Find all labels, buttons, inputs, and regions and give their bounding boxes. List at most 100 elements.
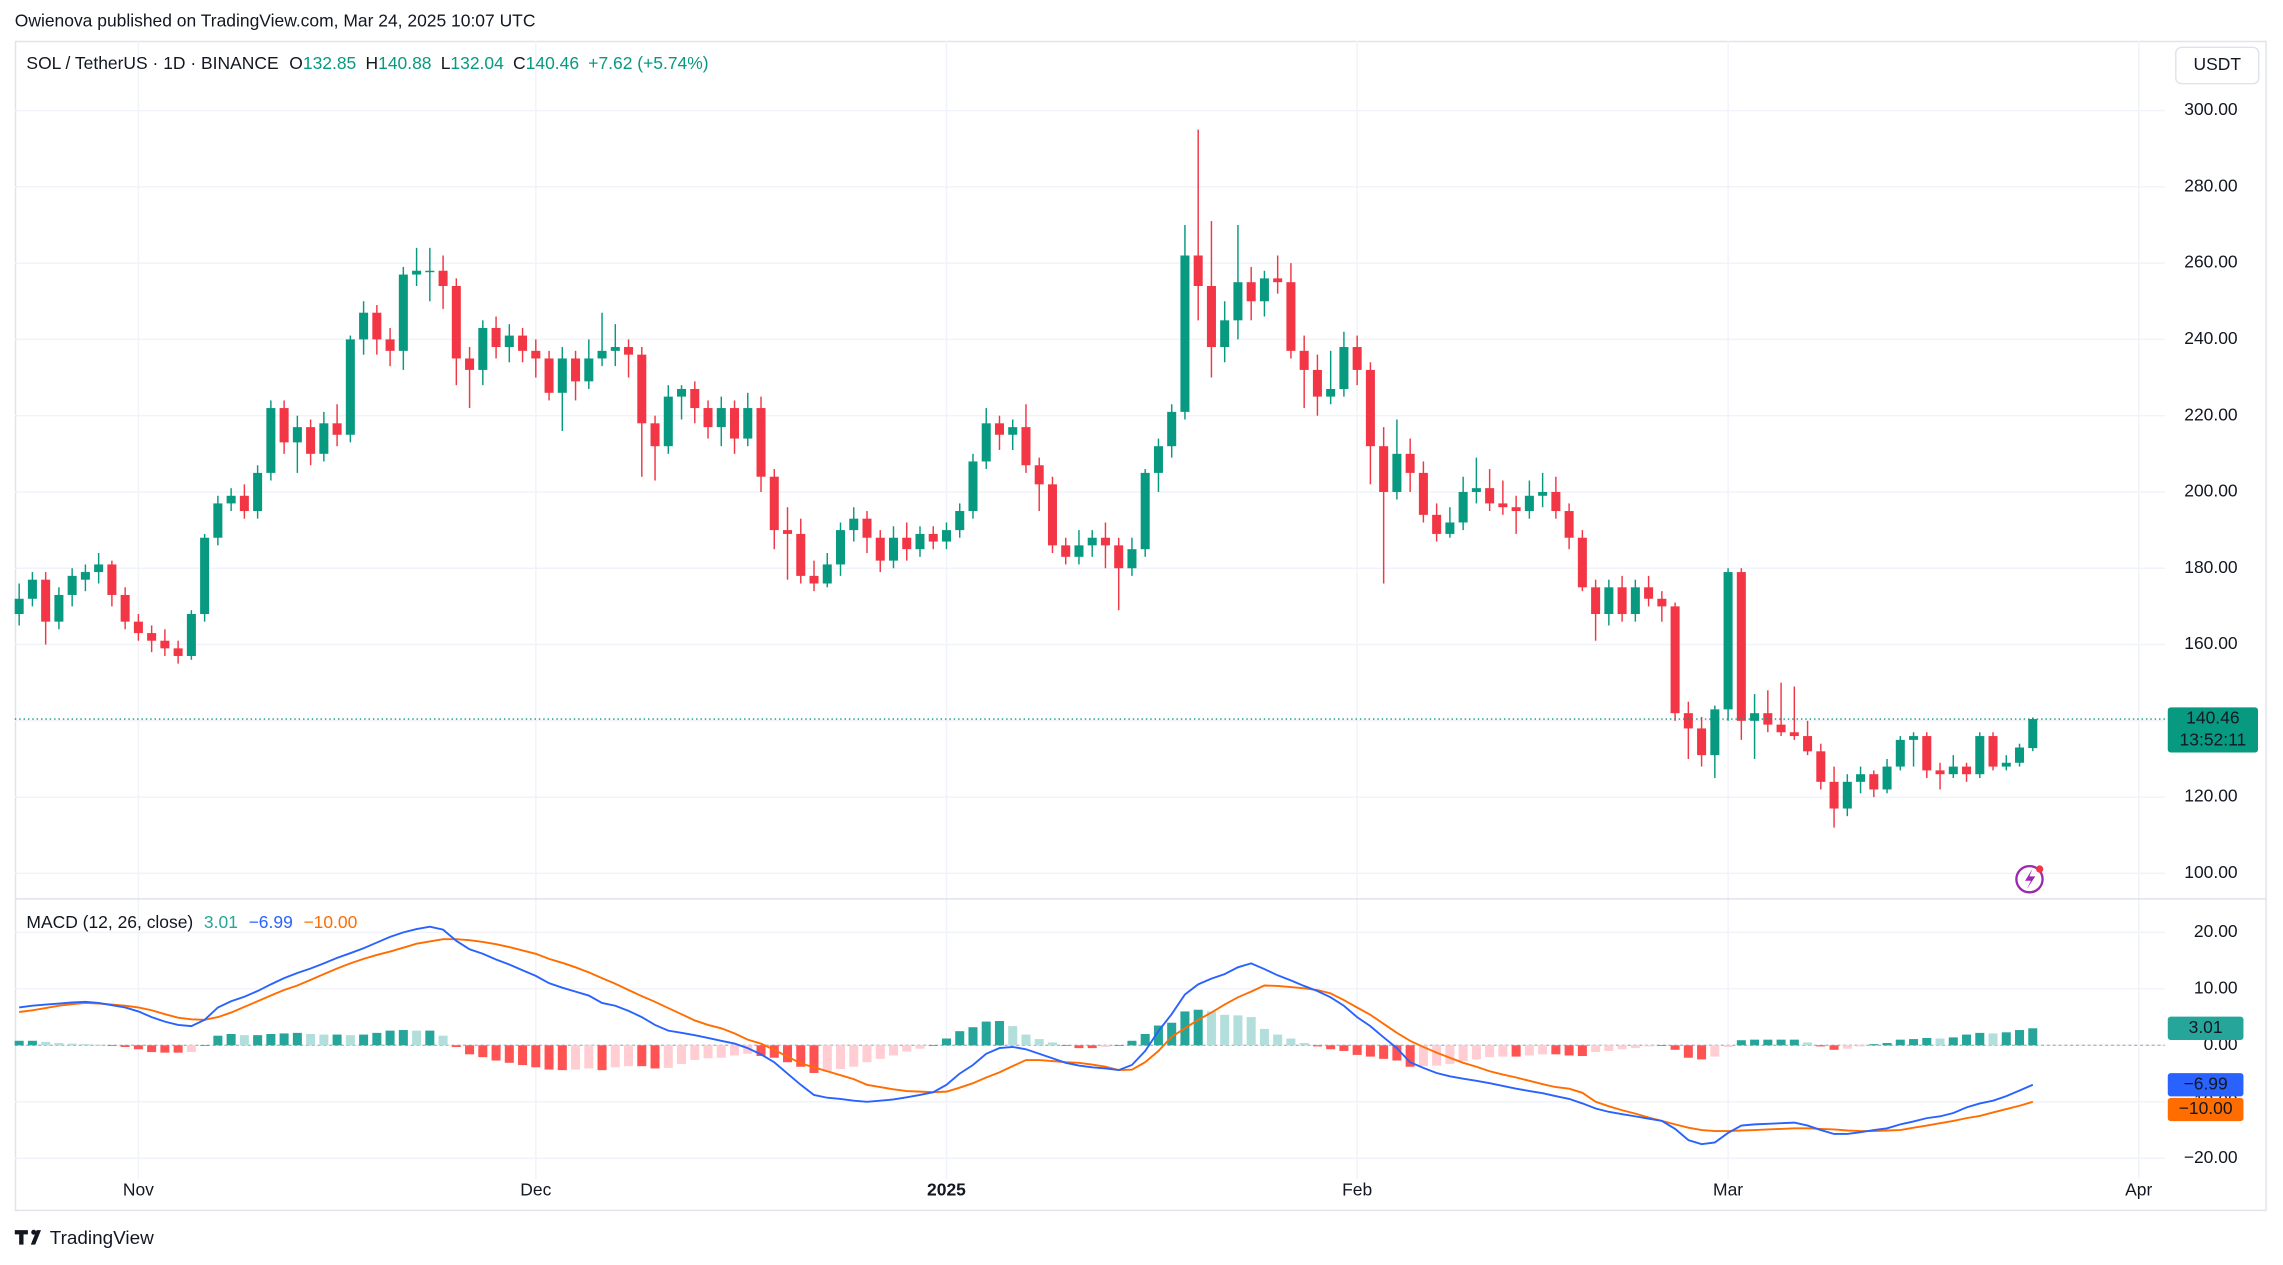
candle-body [610,347,620,351]
candle-body [1750,713,1760,721]
histogram-bar [1021,1034,1031,1046]
candle-body [1895,739,1905,767]
low-label: L [441,53,451,73]
histogram-bar [292,1032,302,1046]
histogram-bar [941,1038,951,1046]
histogram-bar [451,1045,461,1047]
currency-button[interactable] [2175,46,2260,85]
candle-body [2015,747,2025,763]
histogram-bar [769,1045,779,1058]
histogram-bar [1710,1045,1720,1057]
histogram-bar [226,1034,236,1046]
histogram-bar [266,1034,276,1046]
histogram-bar [1259,1028,1269,1046]
histogram-bar [1644,1045,1654,1047]
candle-body [1233,282,1243,321]
candle-body [1167,411,1177,447]
high-value: 140.88 [378,53,431,73]
candle-body [1829,781,1839,809]
histogram-bar [1432,1045,1442,1066]
histogram-bar [1842,1045,1852,1049]
alert-bolt[interactable] [2025,869,2036,890]
candle-body [1326,388,1336,397]
histogram-bar [902,1045,912,1052]
candle-body [54,594,64,622]
close-label: C [513,53,526,73]
candle-body [1193,255,1203,287]
candle-body [1458,491,1468,523]
candle-body [1670,606,1680,714]
histogram-bar [690,1045,700,1060]
histogram-bar [1591,1045,1601,1053]
candle-body [1697,728,1707,756]
histogram-bar [1418,1045,1428,1067]
histogram-bar [1034,1039,1044,1046]
candle-body [398,274,408,351]
histogram-bar [650,1045,660,1069]
candle-body [1432,514,1442,534]
candle-body [1220,320,1230,348]
candle-body [1922,736,1932,771]
candle-body [1710,709,1720,756]
footer-logo: TradingView [14,1228,154,1249]
candle-body [1471,488,1481,492]
candle-body [677,388,687,397]
histogram-bar [796,1045,806,1067]
y-tick-label: 300.00 [2184,99,2238,119]
histogram-bar [1087,1045,1097,1049]
candle-body [120,594,130,622]
histogram-bar [1352,1045,1362,1055]
candle-body [1352,347,1362,370]
histogram-bar [888,1045,899,1056]
x-tick-label: 2025 [927,1179,966,1199]
histogram-bar [372,1032,382,1046]
histogram-bar [862,1045,872,1063]
candle-body [1047,484,1057,546]
candle-body [915,533,925,550]
candle-body [1591,587,1601,615]
change: +7.62 (+5.74%) [588,53,708,73]
candle-body [1114,545,1124,569]
alert-dot[interactable] [2036,865,2044,873]
candle-body [1273,278,1283,283]
candle-body [716,408,726,428]
candle-body [902,537,912,550]
histogram-bar [94,1044,104,1046]
chart-frame [14,40,2267,1212]
histogram-bar [1485,1045,1495,1058]
histogram-bar [1193,1009,1203,1046]
histogram-bar [1100,1045,1110,1047]
alert-icon[interactable] [2015,864,2044,894]
histogram-bar [1988,1033,1998,1046]
histogram-bar [809,1045,819,1073]
histogram-bar [1789,1039,1799,1046]
y-tick-label: 280.00 [2184,175,2238,195]
candle-body [518,335,528,351]
histogram-bar [1074,1045,1084,1049]
candle-body [425,270,435,273]
candle-body [1723,572,1733,710]
candle-body [769,476,779,531]
x-tick-label: Nov [123,1179,154,1199]
candle-body [14,598,24,615]
histogram-bar [1617,1045,1627,1050]
histogram-bar [385,1030,395,1046]
histogram-bar [1948,1037,1958,1046]
currency[interactable]: USDT [2194,54,2242,74]
histogram-bar [1047,1042,1057,1046]
histogram-bar [438,1035,448,1046]
x-tick-label: Mar [1713,1179,1743,1199]
macd-axis-box [2167,1073,2244,1097]
histogram-bar [80,1044,90,1046]
candle-body [133,621,143,634]
candle-body [1882,766,1892,790]
histogram-bar [1114,1045,1124,1047]
candle-body [332,423,342,435]
histogram-bar [730,1045,740,1056]
candle-body [994,423,1004,435]
alert-circle[interactable] [2015,864,2044,894]
candle-body [968,461,978,512]
candle-body [690,388,700,409]
candle-body [80,572,90,580]
